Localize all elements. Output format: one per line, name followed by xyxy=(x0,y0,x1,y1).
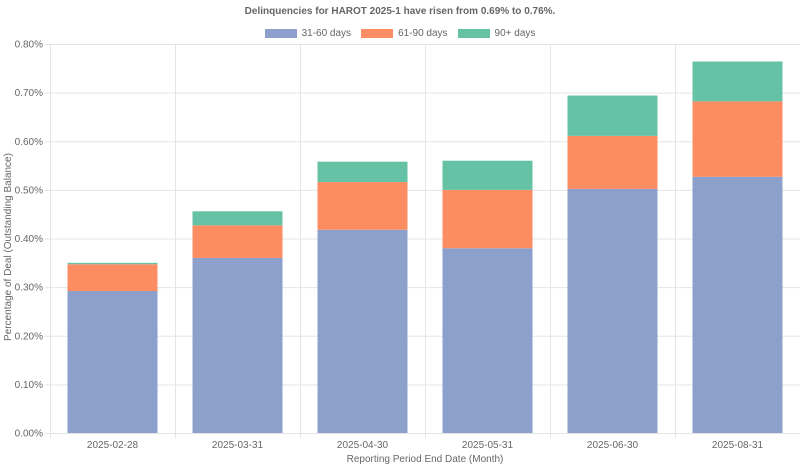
x-tick-label: 2025-04-30 xyxy=(337,440,389,451)
bar-31-60-days-2025-04-30[interactable] xyxy=(317,229,408,433)
y-tick-label: 0.30% xyxy=(15,283,43,294)
x-tick-label: 2025-05-31 xyxy=(462,440,514,451)
legend-item-61-90[interactable]: 61-90 days xyxy=(361,28,448,39)
bar-90-days-2025-04-30[interactable] xyxy=(317,161,408,183)
legend-swatch-61-90 xyxy=(361,29,394,38)
bar-61-90-days-2025-08-31[interactable] xyxy=(692,101,783,177)
bar-90-days-2025-08-31[interactable] xyxy=(692,61,783,102)
y-tick-label: 0.20% xyxy=(15,331,43,342)
legend-swatch-31-60 xyxy=(264,29,297,38)
y-axis-label: Percentage of Deal (Outstanding Balance) xyxy=(3,153,14,341)
chart-legend: 31-60 days 61-90 days 90+ days xyxy=(0,28,800,39)
bar-90-days-2025-03-31[interactable] xyxy=(192,211,283,226)
bar-31-60-days-2025-05-31[interactable] xyxy=(442,248,533,433)
y-tick-label: 0.60% xyxy=(15,137,43,148)
x-tick-label: 2025-06-30 xyxy=(587,440,639,451)
legend-label-31-60: 31-60 days xyxy=(301,28,352,39)
bar-61-90-days-2025-06-30[interactable] xyxy=(567,135,658,189)
bar-90-days-2025-02-28[interactable] xyxy=(67,262,158,265)
legend-item-31-60[interactable]: 31-60 days xyxy=(264,28,352,39)
y-tick-label: 0.40% xyxy=(15,234,43,245)
x-tick-label: 2025-03-31 xyxy=(212,440,264,451)
legend-swatch-90-plus xyxy=(457,29,490,38)
bar-61-90-days-2025-02-28[interactable] xyxy=(67,264,158,292)
legend-label-61-90: 61-90 days xyxy=(398,28,448,39)
bars xyxy=(67,61,783,433)
bar-61-90-days-2025-04-30[interactable] xyxy=(317,182,408,230)
legend-label-90-plus: 90+ days xyxy=(494,28,536,39)
bar-61-90-days-2025-05-31[interactable] xyxy=(442,189,533,249)
grid-lines xyxy=(45,44,800,438)
x-axis-label: Reporting Period End Date (Month) xyxy=(347,454,504,465)
y-tick-label: 0.70% xyxy=(15,88,43,99)
legend-item-90-plus[interactable]: 90+ days xyxy=(457,28,536,39)
bar-90-days-2025-06-30[interactable] xyxy=(567,95,658,136)
chart-title: Delinquencies for HAROT 2025-1 have rise… xyxy=(244,6,556,17)
axes: 0.00% 0.10% 0.20% 0.30% 0.40% 0.50% 0.60% 0.70%… xyxy=(15,40,764,452)
y-tick-label: 0.80% xyxy=(15,40,43,51)
bar-31-60-days-2025-08-31[interactable] xyxy=(692,176,783,433)
y-tick-label: 0.00% xyxy=(15,429,43,440)
bar-31-60-days-2025-02-28[interactable] xyxy=(67,291,158,433)
x-tick-label: 2025-02-28 xyxy=(87,440,139,451)
y-tick-label: 0.10% xyxy=(15,380,43,391)
bar-90-days-2025-05-31[interactable] xyxy=(442,160,533,190)
x-tick-label: 2025-08-31 xyxy=(712,440,764,451)
bar-31-60-days-2025-06-30[interactable] xyxy=(567,188,658,433)
bar-31-60-days-2025-03-31[interactable] xyxy=(192,257,283,433)
y-tick-label: 0.50% xyxy=(15,185,43,196)
bar-61-90-days-2025-03-31[interactable] xyxy=(192,225,283,258)
